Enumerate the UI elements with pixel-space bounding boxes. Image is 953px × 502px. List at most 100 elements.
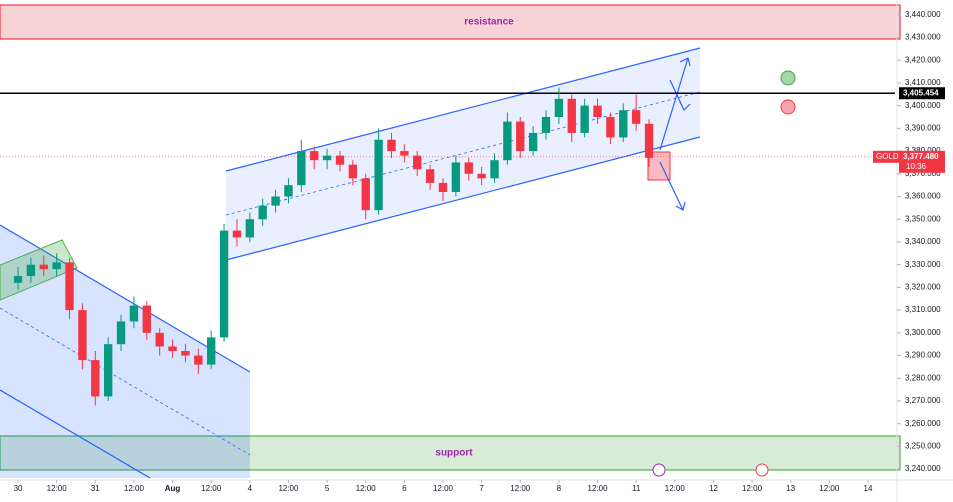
channel-mid: [0, 307, 251, 456]
y-tick-label: 3,350.000: [905, 214, 941, 223]
y-tick-label: 3,310.000: [905, 305, 941, 314]
candle-body: [400, 151, 409, 156]
down-channel-fill: [0, 225, 250, 478]
price-badge: [899, 150, 945, 173]
symbol-label: GOLD: [876, 152, 899, 161]
x-tick-label: 12:00: [742, 484, 763, 493]
x-tick-label: 12:00: [588, 484, 609, 493]
candle-body: [155, 332, 164, 347]
candle-body: [554, 98, 564, 118]
candle-body: [142, 305, 151, 333]
annotations: [0, 4, 901, 479]
candle-body: [580, 105, 589, 133]
x-tick-label: 8: [557, 484, 562, 493]
event-icon[interactable]: [652, 463, 666, 477]
candle-body: [232, 230, 242, 238]
candle-body: [361, 178, 370, 211]
y-tick-label: 3,430.000: [905, 33, 941, 42]
candle-body: [490, 160, 499, 179]
arrow: [659, 161, 686, 211]
x-tick-label: 12:00: [510, 484, 531, 493]
y-tick-label: 3,280.000: [905, 373, 941, 382]
candle-body: [181, 351, 190, 356]
candle-body: [541, 117, 551, 133]
x-tick-label: 5: [325, 484, 330, 493]
green-circle: [780, 70, 796, 86]
candle-body: [335, 155, 345, 165]
candle-body: [52, 262, 61, 270]
resistance-zone: [0, 4, 901, 40]
candle-body: [322, 155, 332, 161]
y-tick-label: 3,330.000: [905, 260, 941, 269]
candle-body: [631, 110, 641, 124]
y-tick-label: 3,240.000: [905, 464, 941, 473]
y-tick-label: 3,380.000: [905, 146, 941, 155]
y-tick-label: 3,420.000: [905, 55, 941, 64]
candle-body: [168, 346, 177, 352]
y-tick-label: 3,360.000: [905, 192, 941, 201]
candle-body: [297, 151, 306, 186]
candle-body: [438, 182, 448, 192]
red-circle: [780, 99, 796, 115]
y-tick-label: 3,270.000: [905, 396, 941, 405]
candle-body: [219, 230, 229, 338]
channel-line: [225, 47, 701, 172]
level-badge: [899, 87, 945, 100]
level-label: 3,405.454: [903, 88, 939, 97]
y-tick-label: 3,340.000: [905, 237, 941, 246]
candle-body: [516, 121, 525, 152]
y-tick-label: 3,260.000: [905, 419, 941, 428]
x-tick-label: 11: [632, 484, 641, 493]
red-box: [647, 151, 671, 181]
x-tick-label: 12:00: [819, 484, 840, 493]
y-tick-label: 3,410.000: [905, 78, 941, 87]
candle-body: [606, 117, 615, 138]
price-label: 3,377.480: [903, 152, 939, 161]
y-tick-label: 3,440.000: [905, 10, 941, 19]
candle-body: [567, 98, 576, 133]
arrow: [669, 79, 691, 112]
candle-body: [65, 262, 74, 311]
candle-body: [413, 155, 422, 170]
candle-body: [593, 105, 602, 118]
candle-body: [207, 337, 216, 365]
candle-body: [644, 123, 654, 158]
candle-body: [387, 139, 396, 152]
candle-body: [245, 219, 255, 238]
x-tick-label: 12:00: [124, 484, 145, 493]
x-tick-label: 13: [786, 484, 795, 493]
candle-body: [464, 162, 473, 174]
countdown-label: 10:36: [906, 162, 927, 171]
event-icon[interactable]: [755, 463, 769, 477]
channel-line: [0, 389, 151, 479]
candle-body: [13, 276, 23, 283]
x-tick-label: 12:00: [278, 484, 299, 493]
candle-body: [258, 205, 267, 220]
symbol-badge: [873, 150, 899, 163]
candle-body: [91, 360, 100, 397]
candle-body: [528, 132, 538, 152]
candle-body: [284, 185, 293, 197]
x-tick-label: 12:00: [356, 484, 377, 493]
x-tick-label: 12:00: [201, 484, 222, 493]
candle-body: [374, 139, 383, 211]
flag-box: [0, 239, 78, 301]
x-tick-label: 12:00: [433, 484, 454, 493]
x-tick-label: 30: [14, 484, 23, 493]
x-tick-label: 31: [91, 484, 100, 493]
candle-body: [425, 169, 435, 183]
candle-body: [348, 164, 358, 179]
x-tick-label: 7: [479, 484, 484, 493]
y-tick-label: 3,300.000: [905, 328, 941, 337]
y-tick-label: 3,320.000: [905, 283, 941, 292]
y-tick-label: 3,250.000: [905, 442, 941, 451]
support-zone: [0, 435, 901, 471]
candle-body: [116, 321, 126, 345]
x-tick-label: 6: [402, 484, 407, 493]
y-tick-label: 3,390.000: [905, 123, 941, 132]
candle-body: [271, 196, 280, 206]
x-tick-label: 12: [709, 484, 718, 493]
x-tick-label: 14: [864, 484, 873, 493]
candle-body: [451, 162, 461, 192]
